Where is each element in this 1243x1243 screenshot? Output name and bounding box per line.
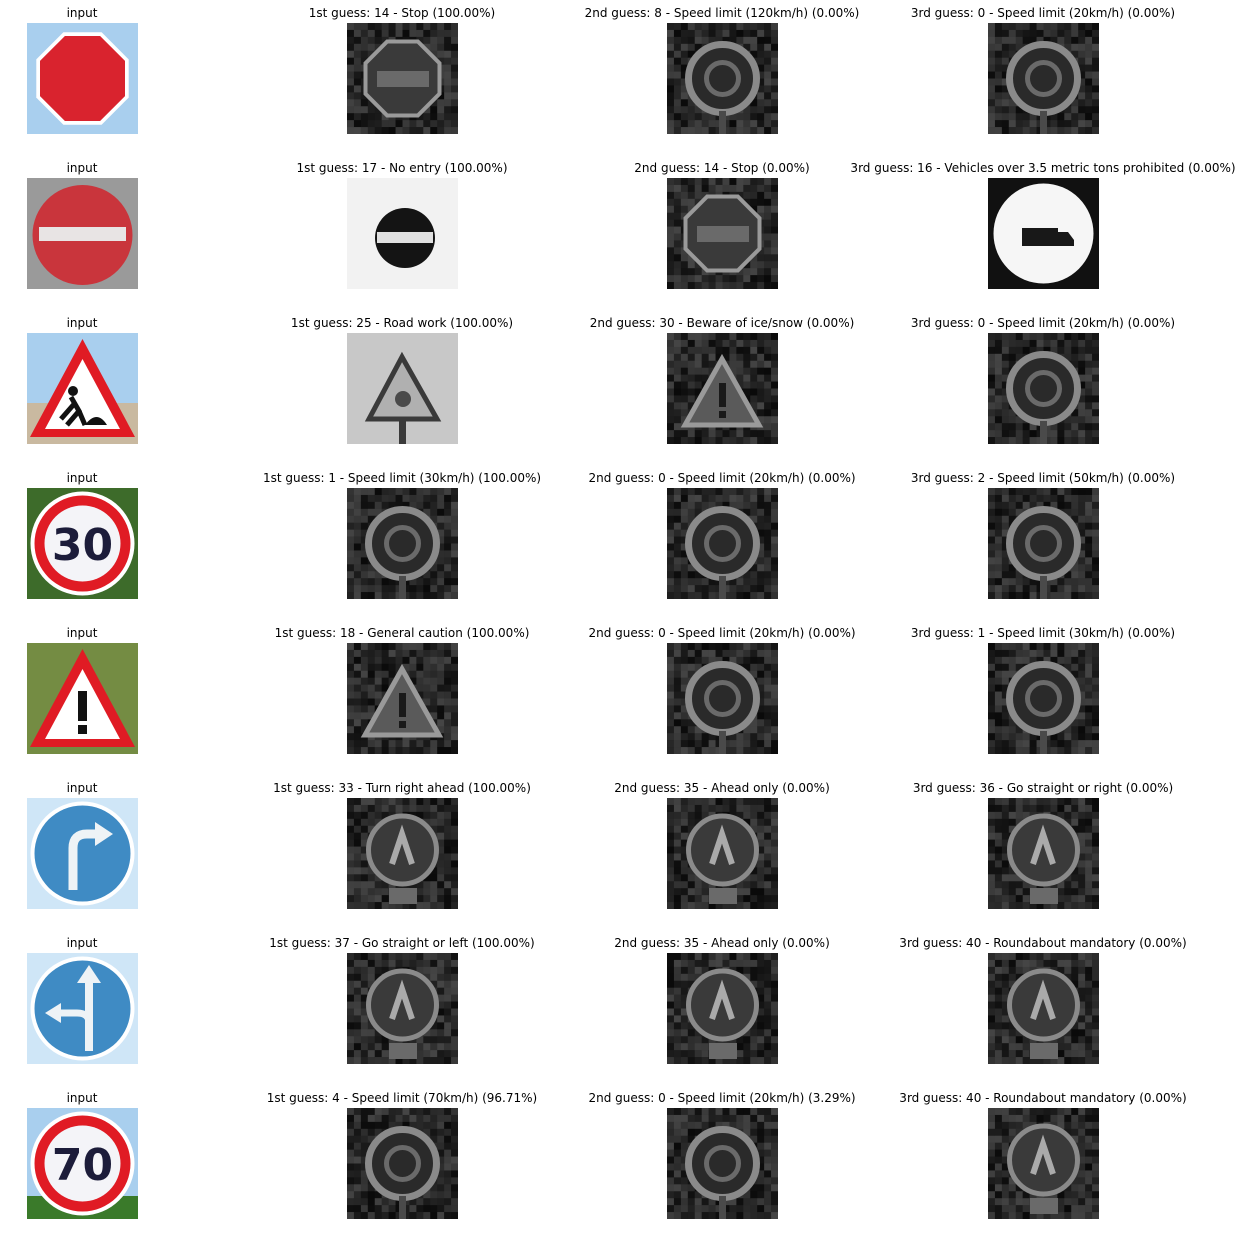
guess-title: 1st guess: 4 - Speed limit (70km/h) (96.… (266, 1091, 538, 1105)
guess-title: 1st guess: 37 - Go straight or left (100… (269, 936, 535, 950)
guess-title: 2nd guess: 35 - Ahead only (0.00%) (614, 781, 830, 795)
input-title: input (66, 626, 98, 640)
input-sign-image: 30 (27, 488, 138, 599)
guess-title: 2nd guess: 30 - Beware of ice/snow (0.00… (589, 316, 855, 330)
guess-title: 1st guess: 14 - Stop (100.00%) (308, 6, 496, 20)
guess-sign-image (347, 1108, 458, 1219)
input-sign-image: 70 (27, 1108, 138, 1219)
input-title: input (66, 471, 98, 485)
guess-sign-image (347, 333, 458, 444)
input-sign-image (27, 953, 138, 1064)
guess-sign-image (667, 178, 778, 289)
input-title: input (66, 161, 98, 175)
guess-sign-image (347, 488, 458, 599)
guess-sign-image (988, 798, 1099, 909)
guess-sign-image (988, 488, 1099, 599)
guess-sign-image (667, 1108, 778, 1219)
input-title: input (66, 1091, 98, 1105)
guess-title: 3rd guess: 40 - Roundabout mandatory (0.… (899, 936, 1187, 950)
input-sign-image (27, 643, 138, 754)
guess-title: 1st guess: 17 - No entry (100.00%) (296, 161, 508, 175)
input-sign-image (27, 333, 138, 444)
speed-70-sign-number: 70 (52, 1140, 113, 1191)
guess-title: 1st guess: 1 - Speed limit (30km/h) (100… (262, 471, 542, 485)
input-title: input (66, 936, 98, 950)
guess-sign-image (988, 643, 1099, 754)
guess-sign-image (347, 953, 458, 1064)
guess-sign-image (667, 643, 778, 754)
guess-sign-image (988, 1108, 1099, 1219)
input-sign-image (27, 23, 138, 134)
guess-title: 3rd guess: 36 - Go straight or right (0.… (912, 781, 1174, 795)
guess-sign-image (347, 23, 458, 134)
guess-title: 1st guess: 33 - Turn right ahead (100.00… (273, 781, 531, 795)
guess-sign-image (667, 333, 778, 444)
speed-30-sign-number: 30 (52, 520, 113, 571)
guess-sign-image (667, 798, 778, 909)
guess-title: 2nd guess: 8 - Speed limit (120km/h) (0.… (584, 6, 860, 20)
guess-sign-image (988, 23, 1099, 134)
guess-title: 3rd guess: 16 - Vehicles over 3.5 metric… (850, 161, 1236, 175)
guess-sign-image (667, 23, 778, 134)
guess-title: 3rd guess: 0 - Speed limit (20km/h) (0.0… (910, 316, 1176, 330)
guess-sign-image (347, 798, 458, 909)
guess-title: 2nd guess: 0 - Speed limit (20km/h) (0.0… (588, 626, 856, 640)
guess-title: 3rd guess: 0 - Speed limit (20km/h) (0.0… (910, 6, 1176, 20)
guess-sign-image (347, 178, 458, 289)
input-sign-image (27, 798, 138, 909)
guess-sign-image (988, 333, 1099, 444)
input-title: input (66, 6, 98, 20)
guess-sign-image (988, 178, 1099, 289)
guess-title: 2nd guess: 0 - Speed limit (20km/h) (0.0… (588, 471, 856, 485)
guess-title: 1st guess: 18 - General caution (100.00%… (274, 626, 530, 640)
guess-title: 2nd guess: 14 - Stop (0.00%) (634, 161, 810, 175)
guess-title: 3rd guess: 40 - Roundabout mandatory (0.… (899, 1091, 1187, 1105)
input-title: input (66, 781, 98, 795)
input-title: input (66, 316, 98, 330)
guess-sign-image (667, 953, 778, 1064)
input-sign-image (27, 178, 138, 289)
guess-title: 2nd guess: 0 - Speed limit (20km/h) (3.2… (588, 1091, 856, 1105)
guess-sign-image (988, 953, 1099, 1064)
guess-sign-image (667, 488, 778, 599)
guess-title: 3rd guess: 1 - Speed limit (30km/h) (0.0… (910, 626, 1176, 640)
guess-sign-image (347, 643, 458, 754)
guess-title: 2nd guess: 35 - Ahead only (0.00%) (614, 936, 830, 950)
guess-title: 1st guess: 25 - Road work (100.00%) (290, 316, 514, 330)
guess-title: 3rd guess: 2 - Speed limit (50km/h) (0.0… (910, 471, 1176, 485)
